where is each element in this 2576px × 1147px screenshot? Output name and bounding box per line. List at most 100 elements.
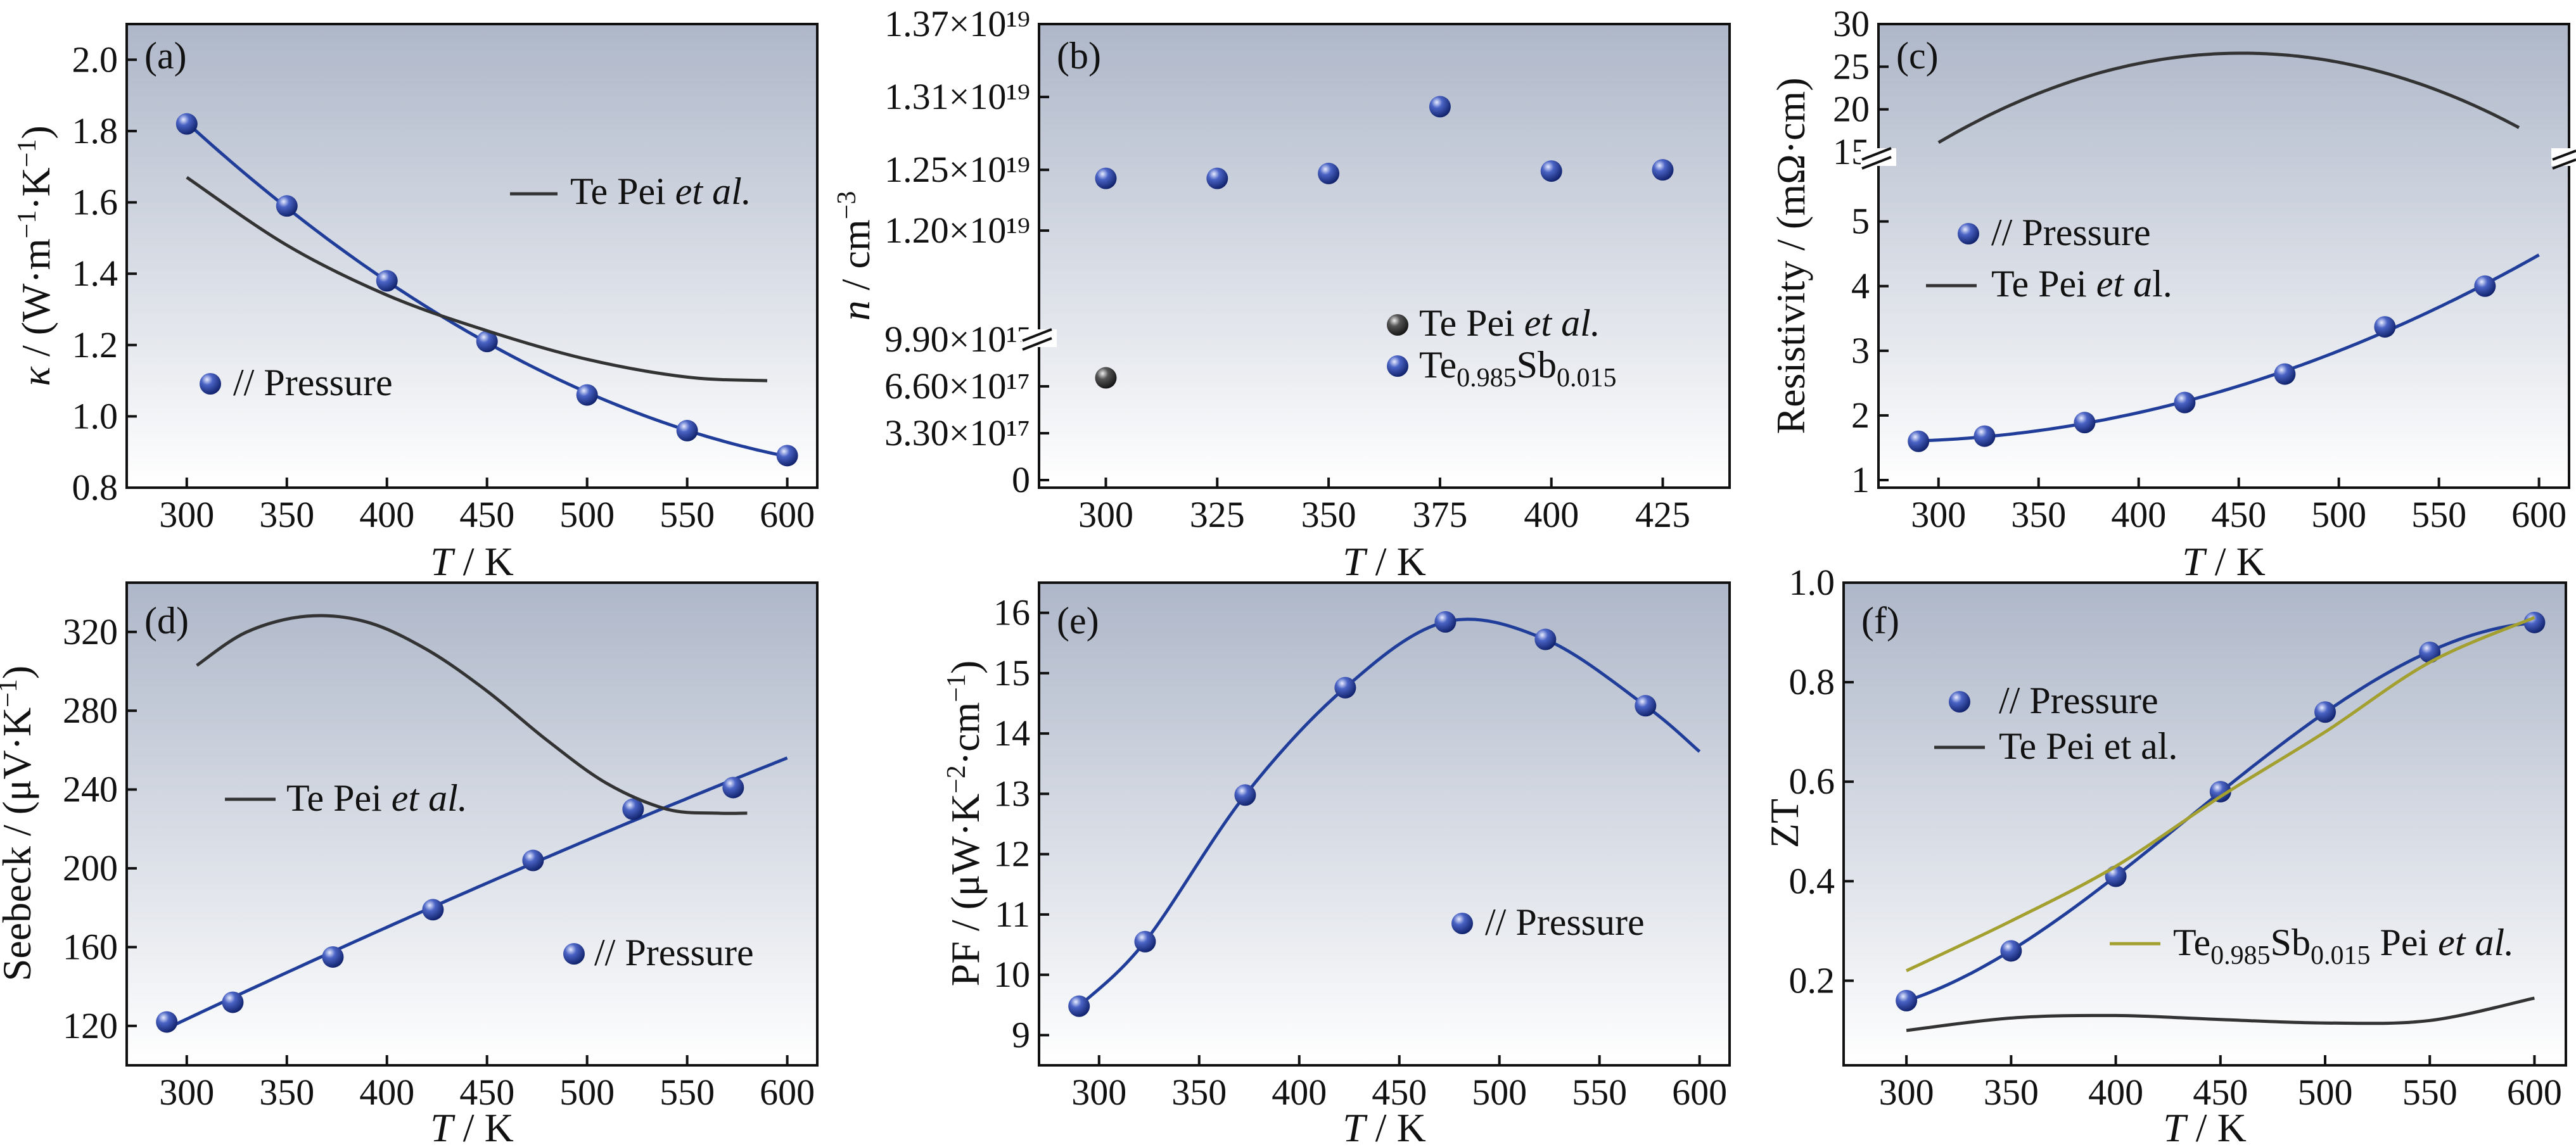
e-point-4 (1434, 611, 1457, 633)
c-xtick-label-0: 300 (1911, 494, 1966, 535)
f-xtick-label-4: 500 (2298, 1072, 2353, 1113)
f-point-6 (2523, 611, 2546, 633)
c-point-4 (2274, 363, 2296, 385)
c-lower-ytick-label-2: 3 (1851, 330, 1870, 371)
a-point-2 (376, 270, 398, 292)
xlabel-e: T / K (1342, 1105, 1426, 1147)
c-xtick-label-2: 400 (2111, 494, 2166, 535)
d-ytick-label-5: 320 (63, 611, 118, 652)
c-xtick-label-4: 500 (2311, 494, 2366, 535)
legend-sb-f: Te0.985Sb0.015 Pei et al. (2173, 922, 2514, 970)
e-xtick-label-6: 600 (1672, 1072, 1727, 1113)
c-xtick-label-6: 600 (2511, 494, 2566, 535)
a-ytick-label-4: 1.6 (72, 182, 118, 223)
b-point-1-3 (1429, 96, 1451, 118)
f-point-0 (1896, 989, 1918, 1011)
f-ytick-label-4: 1.0 (1789, 562, 1835, 603)
b-upper-ytick-label-0: 1.20×10¹⁹ (884, 210, 1030, 251)
axis-break-c (1861, 147, 2576, 170)
f-ytick-label-0: 0.2 (1789, 960, 1835, 1001)
xlabel-d: T / K (430, 1105, 514, 1147)
e-xtick-label-5: 550 (1572, 1072, 1627, 1113)
f-xtick-label-0: 300 (1879, 1072, 1934, 1113)
e-ytick-label-1: 10 (993, 954, 1030, 995)
panel-a-thermal-conductivity: 300 350 400 450 500 550 600 0.8 1.0 1.2 1.4 1.6 1.8 2… (13, 23, 819, 584)
b-lower-ytick-label-3: 9.90×10¹⁷ (884, 319, 1030, 360)
panel-label-f: (f) (1861, 600, 1899, 642)
d-fit-line (166, 756, 788, 1030)
legend-pressure-f: // Pressure (1999, 680, 2158, 721)
d-point-5 (622, 798, 644, 820)
panel-d-seebeck: 300 350 400 450 500 550 600120160200240280320 … (0, 581, 819, 1147)
b-xtick-label-3: 375 (1412, 494, 1467, 535)
c-lower-ytick-label-3: 4 (1851, 265, 1870, 307)
a-xtick-label-5: 550 (660, 494, 715, 535)
panel-label-d: (d) (144, 600, 189, 642)
e-fit-line (1078, 618, 1701, 1008)
e-ytick-label-4: 13 (993, 773, 1030, 814)
b-xtick-label-0: 300 (1078, 494, 1133, 535)
xlabel-b: T / K (1342, 539, 1426, 584)
legend-ref-c: Te Pei et al. (1991, 263, 2172, 305)
d-point-3 (422, 899, 444, 921)
c-xtick-label-5: 550 (2411, 494, 2466, 535)
legend-pressure-a: // Pressure (233, 362, 393, 403)
b-xtick-label-5: 425 (1635, 494, 1690, 535)
legend-pressure-d: // Pressure (594, 932, 754, 973)
c-point-3 (2174, 391, 2196, 414)
e-xtick-label-1: 350 (1171, 1072, 1227, 1113)
e-xtick-label-0: 300 (1071, 1072, 1126, 1113)
e-point-0 (1068, 995, 1090, 1017)
a-xtick-label-1: 350 (259, 494, 314, 535)
legend-marker-pressure-a (200, 373, 221, 395)
d-ytick-label-1: 160 (63, 926, 118, 967)
d-point-4 (522, 849, 544, 871)
c-point-5 (2374, 316, 2396, 338)
e-point-1 (1134, 930, 1156, 953)
d-series-line-1 (196, 614, 748, 815)
f-ytick-label-3: 0.8 (1789, 661, 1835, 702)
a-ytick-label-1: 1.0 (72, 395, 118, 436)
b-point-1-5 (1652, 159, 1674, 181)
c-point-2 (2074, 412, 2096, 434)
d-xtick-label-3: 450 (459, 1072, 514, 1113)
ylabel-f: ZT (1762, 799, 1807, 848)
f-xtick-label-1: 350 (1984, 1072, 2039, 1113)
d-ytick-label-3: 240 (63, 769, 118, 810)
legend-ref-a: Te Pei et al. (570, 170, 751, 212)
d-xtick-label-1: 350 (259, 1072, 314, 1113)
a-xtick-label-6: 600 (760, 494, 815, 535)
a-point-5 (676, 419, 698, 441)
f-series-line-2 (1906, 616, 2535, 972)
e-ytick-label-3: 12 (993, 833, 1030, 875)
e-xtick-label-4: 500 (1472, 1072, 1527, 1113)
panel-b-carrier-concentration: 300 325 350 375 400 425 1.20×10¹⁹ 1.25×10¹⁹ 1.31… (832, 3, 1731, 584)
b-upper-ytick-label-3: 1.37×10¹⁹ (884, 3, 1030, 44)
c-point-6 (2474, 275, 2496, 297)
ylabel-a: κ / (W·m−1·K−1) (13, 125, 58, 386)
xlabel-a: T / K (430, 539, 514, 584)
a-xtick-label-2: 400 (359, 494, 414, 535)
legend-marker-ref-b (1387, 314, 1408, 336)
c-lower-ytick-label-4: 5 (1851, 201, 1870, 242)
d-ytick-label-4: 280 (63, 690, 118, 731)
a-point-1 (276, 195, 298, 217)
legend-ref-d: Te Pei et al. (286, 777, 468, 819)
a-ytick-label-2: 1.2 (72, 324, 118, 365)
b-xtick-label-4: 400 (1524, 494, 1579, 535)
a-ytick-label-6: 2.0 (72, 39, 118, 80)
b-point-1-2 (1318, 162, 1340, 184)
a-point-3 (476, 331, 498, 353)
panel-label-b: (b) (1057, 35, 1101, 77)
f-point-1 (2000, 940, 2022, 962)
c-xtick-label-1: 350 (2011, 494, 2066, 535)
d-point-0 (156, 1011, 178, 1033)
f-xtick-label-5: 550 (2402, 1072, 2458, 1113)
e-xtick-label-3: 450 (1372, 1072, 1427, 1113)
c-fit-line (1918, 253, 2540, 443)
e-point-6 (1635, 695, 1657, 717)
d-point-6 (722, 776, 744, 799)
b-upper-ytick-label-1: 1.25×10¹⁹ (884, 149, 1030, 190)
b-xtick-label-1: 325 (1190, 494, 1245, 535)
panel-e-power-factor: 300 350 400 450 500 550 600 9 10 11 12 13 14 15 16 (e)… (942, 581, 1731, 1147)
